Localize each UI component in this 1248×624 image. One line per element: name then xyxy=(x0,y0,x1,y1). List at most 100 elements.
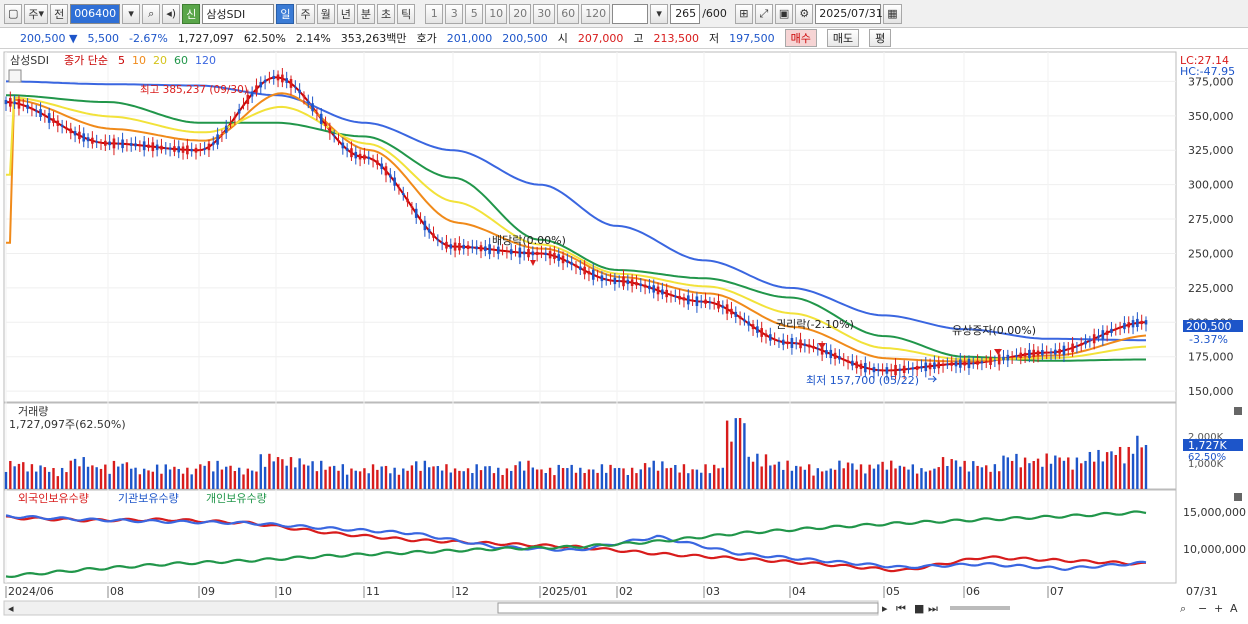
volume-bar xyxy=(134,467,137,489)
interval-1[interactable]: 1 xyxy=(425,3,444,24)
candle-body xyxy=(17,99,21,109)
holding-panel-close-icon[interactable] xyxy=(1234,493,1242,501)
scrollbar-thumb[interactable] xyxy=(497,602,879,614)
save-icon[interactable]: ▣ xyxy=(774,3,794,24)
interval-60[interactable]: 60 xyxy=(557,3,580,24)
code-dropdown-icon[interactable]: ▾ xyxy=(122,3,141,24)
rewind-icon[interactable]: ⏮ xyxy=(896,602,906,615)
volume-bar xyxy=(194,468,198,489)
stock-code-input[interactable]: 006400 xyxy=(70,3,121,24)
candle-body xyxy=(583,266,586,275)
stock-chart[interactable]: 삼성SDI 종가 단순 5 10 20 60 120 LC:27.14 HC:-… xyxy=(0,50,1248,621)
candle-body xyxy=(950,362,953,366)
search-icon[interactable]: ⌕ xyxy=(142,3,161,24)
volume-bar xyxy=(1071,469,1074,489)
scroll-right-icon[interactable]: ▸ xyxy=(882,602,888,615)
tab-month[interactable]: 월 xyxy=(316,3,335,24)
candle-body xyxy=(756,326,759,333)
volume-bar xyxy=(43,467,47,489)
tab-tick[interactable]: 틱 xyxy=(397,3,416,24)
x-tick-label: 07 xyxy=(1050,585,1064,598)
eval-button[interactable]: 평 xyxy=(869,29,892,47)
candle-body xyxy=(1105,330,1109,335)
foreign-holding-legend: 외국인보유수량 xyxy=(18,492,89,505)
volume-bar xyxy=(574,472,578,489)
volume-bar xyxy=(669,467,673,489)
candle-body xyxy=(855,361,858,369)
zoom-search-icon[interactable]: ⌕ xyxy=(1180,602,1186,615)
fast-forward-icon[interactable]: ⏭ xyxy=(928,602,938,615)
sell-button[interactable]: 매도 xyxy=(826,29,860,47)
volume-bar xyxy=(842,468,845,489)
volume-bar xyxy=(497,467,500,489)
chart-area[interactable]: 삼성SDI 종가 단순 5 10 20 60 120 LC:27.14 HC:-… xyxy=(0,50,1248,621)
candle-body xyxy=(760,328,763,337)
candle-body xyxy=(1123,322,1126,330)
institution-holding-legend: 기관보유수량 xyxy=(118,492,179,505)
volume-bar xyxy=(389,473,392,489)
period-dropdown[interactable]: 주 ▾ xyxy=(24,3,49,24)
candle-body xyxy=(509,249,513,255)
candle-body xyxy=(682,297,686,301)
speaker-icon[interactable]: ◂) xyxy=(162,3,181,24)
zoom-slider[interactable] xyxy=(950,606,1010,610)
count-input[interactable]: 265 xyxy=(670,3,701,24)
candle-settings-icon[interactable]: ⊞ xyxy=(734,3,753,24)
volume-bar xyxy=(600,464,604,489)
interval-120[interactable]: 120 xyxy=(581,3,611,24)
volume-bar xyxy=(790,470,794,489)
candle-body xyxy=(812,345,815,349)
volume-tag-pct: 62.50% xyxy=(1188,452,1226,463)
tab-week[interactable]: 주 xyxy=(296,3,315,24)
candle-body xyxy=(738,316,742,319)
table-view-icon[interactable] xyxy=(8,69,22,83)
candle-body xyxy=(1131,320,1135,328)
candle-body xyxy=(177,146,181,153)
tab-minute[interactable]: 분 xyxy=(356,3,375,24)
x-tick-label: 12 xyxy=(455,585,469,598)
volume-bar xyxy=(320,460,323,489)
gear-icon[interactable]: ⚙ xyxy=(795,3,814,24)
x-tick-label: 06 xyxy=(966,585,980,598)
stop-icon[interactable]: ■ xyxy=(914,602,924,615)
candle-body xyxy=(790,338,794,348)
candle-body xyxy=(104,140,107,146)
volume-bar xyxy=(885,469,889,489)
interval-custom-input[interactable] xyxy=(612,3,649,24)
volume-bar xyxy=(52,468,55,489)
tab-year[interactable]: 년 xyxy=(336,3,355,24)
date-input[interactable]: 2025/07/31 xyxy=(815,3,883,24)
interval-5[interactable]: 5 xyxy=(465,3,484,24)
layout-icon[interactable]: ▢ xyxy=(4,3,23,24)
candle-body xyxy=(600,275,604,282)
tab-day[interactable]: 일 xyxy=(276,3,295,24)
volume-panel-close-icon[interactable] xyxy=(1234,407,1242,415)
candle-body xyxy=(1075,345,1079,347)
volume-bar xyxy=(1092,461,1096,489)
volume-bar xyxy=(393,467,396,489)
drawing-tool-icon[interactable]: ⤢ xyxy=(754,3,773,24)
stock-name-field[interactable]: 삼성SDI xyxy=(202,3,275,24)
zoom-in-icon[interactable]: + xyxy=(1214,602,1223,615)
interval-10[interactable]: 10 xyxy=(485,3,508,24)
prev-button[interactable]: 전 xyxy=(50,3,69,24)
candle-body xyxy=(505,250,509,252)
volume-bar xyxy=(820,471,824,489)
interval-3[interactable]: 3 xyxy=(445,3,464,24)
calendar-icon[interactable]: ▦ xyxy=(883,3,902,24)
scroll-left-icon[interactable]: ◂ xyxy=(8,602,14,615)
volume-bar xyxy=(997,471,1001,489)
interval-20[interactable]: 20 xyxy=(509,3,532,24)
x-tick-label: 03 xyxy=(706,585,720,598)
font-size-icon[interactable]: A xyxy=(1230,602,1238,615)
candle-body xyxy=(1006,354,1010,361)
zoom-out-icon[interactable]: − xyxy=(1198,602,1207,615)
interval-dropdown-icon[interactable]: ▾ xyxy=(650,3,669,24)
buy-button[interactable]: 매수 xyxy=(784,29,817,47)
candle-body xyxy=(1023,352,1027,357)
tab-second[interactable]: 초 xyxy=(376,3,396,24)
volume-bar xyxy=(1006,457,1010,489)
candle-body xyxy=(769,334,772,341)
volume-bar xyxy=(712,464,716,489)
interval-30[interactable]: 30 xyxy=(533,3,556,24)
